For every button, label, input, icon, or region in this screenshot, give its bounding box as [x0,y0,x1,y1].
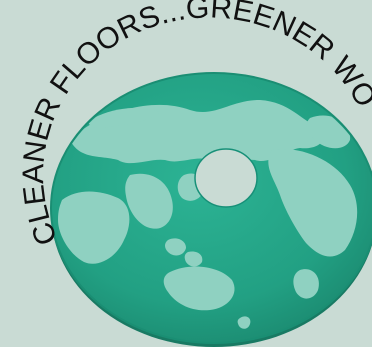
pad-rim [50,72,372,344]
pad-center-hole [195,149,257,207]
center-hole-edge [194,148,258,208]
world-map [58,100,358,329]
